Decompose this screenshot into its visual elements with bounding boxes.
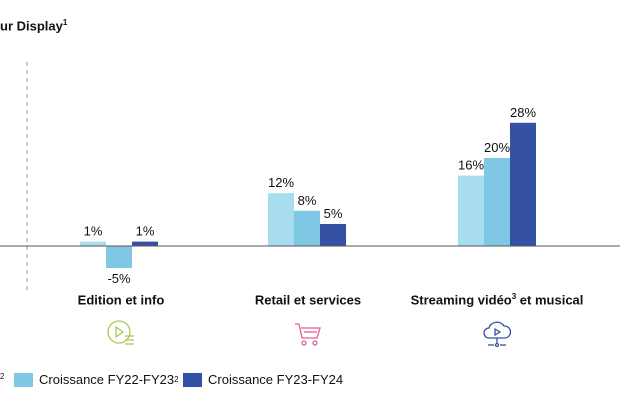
data-label-1-3: 16% xyxy=(458,158,484,173)
bar-chart: 1% 12% 16% -5% 8% 20% 1% 5% 28% xyxy=(0,62,620,292)
category-label-edition: Edition et info xyxy=(77,292,165,308)
legend-swatch xyxy=(14,372,33,387)
category-label-retail: Retail et services xyxy=(254,292,362,308)
data-label-2-2: 8% xyxy=(298,193,317,208)
data-label-2-3: 20% xyxy=(484,140,510,155)
legend-swatch xyxy=(183,372,202,387)
bar-3-1 xyxy=(132,241,158,246)
data-label-3-3: 28% xyxy=(510,105,536,120)
play-document-icon xyxy=(107,320,134,345)
data-label-1-1: 1% xyxy=(84,224,103,239)
legend-cut-fragment: 2 xyxy=(0,372,5,381)
bar-1-1 xyxy=(80,241,106,246)
data-label-1-2: 12% xyxy=(268,175,294,190)
bar-1-2 xyxy=(268,193,294,246)
data-label-3-2: 5% xyxy=(324,206,343,221)
cloud-play-icon xyxy=(483,321,512,348)
bar-1-3 xyxy=(458,175,484,246)
legend-item-fy22-fy23: Croissance FY22-FY23 2 xyxy=(14,372,179,387)
category-label-streaming: Streaming vidéo3 et musical xyxy=(410,292,584,308)
shopping-cart-icon xyxy=(295,323,321,346)
bar-2-1 xyxy=(106,246,132,268)
bar-2-3 xyxy=(484,158,510,246)
chart-title: ur Display1 xyxy=(0,18,68,34)
data-label-3-1: 1% xyxy=(136,224,155,239)
bar-2-2 xyxy=(294,210,320,246)
bar-3-2 xyxy=(320,224,346,246)
bar-3-3 xyxy=(510,122,536,246)
legend-item-fy23-fy24: Croissance FY23-FY24 xyxy=(183,372,343,387)
data-label-2-1: -5% xyxy=(107,271,131,286)
